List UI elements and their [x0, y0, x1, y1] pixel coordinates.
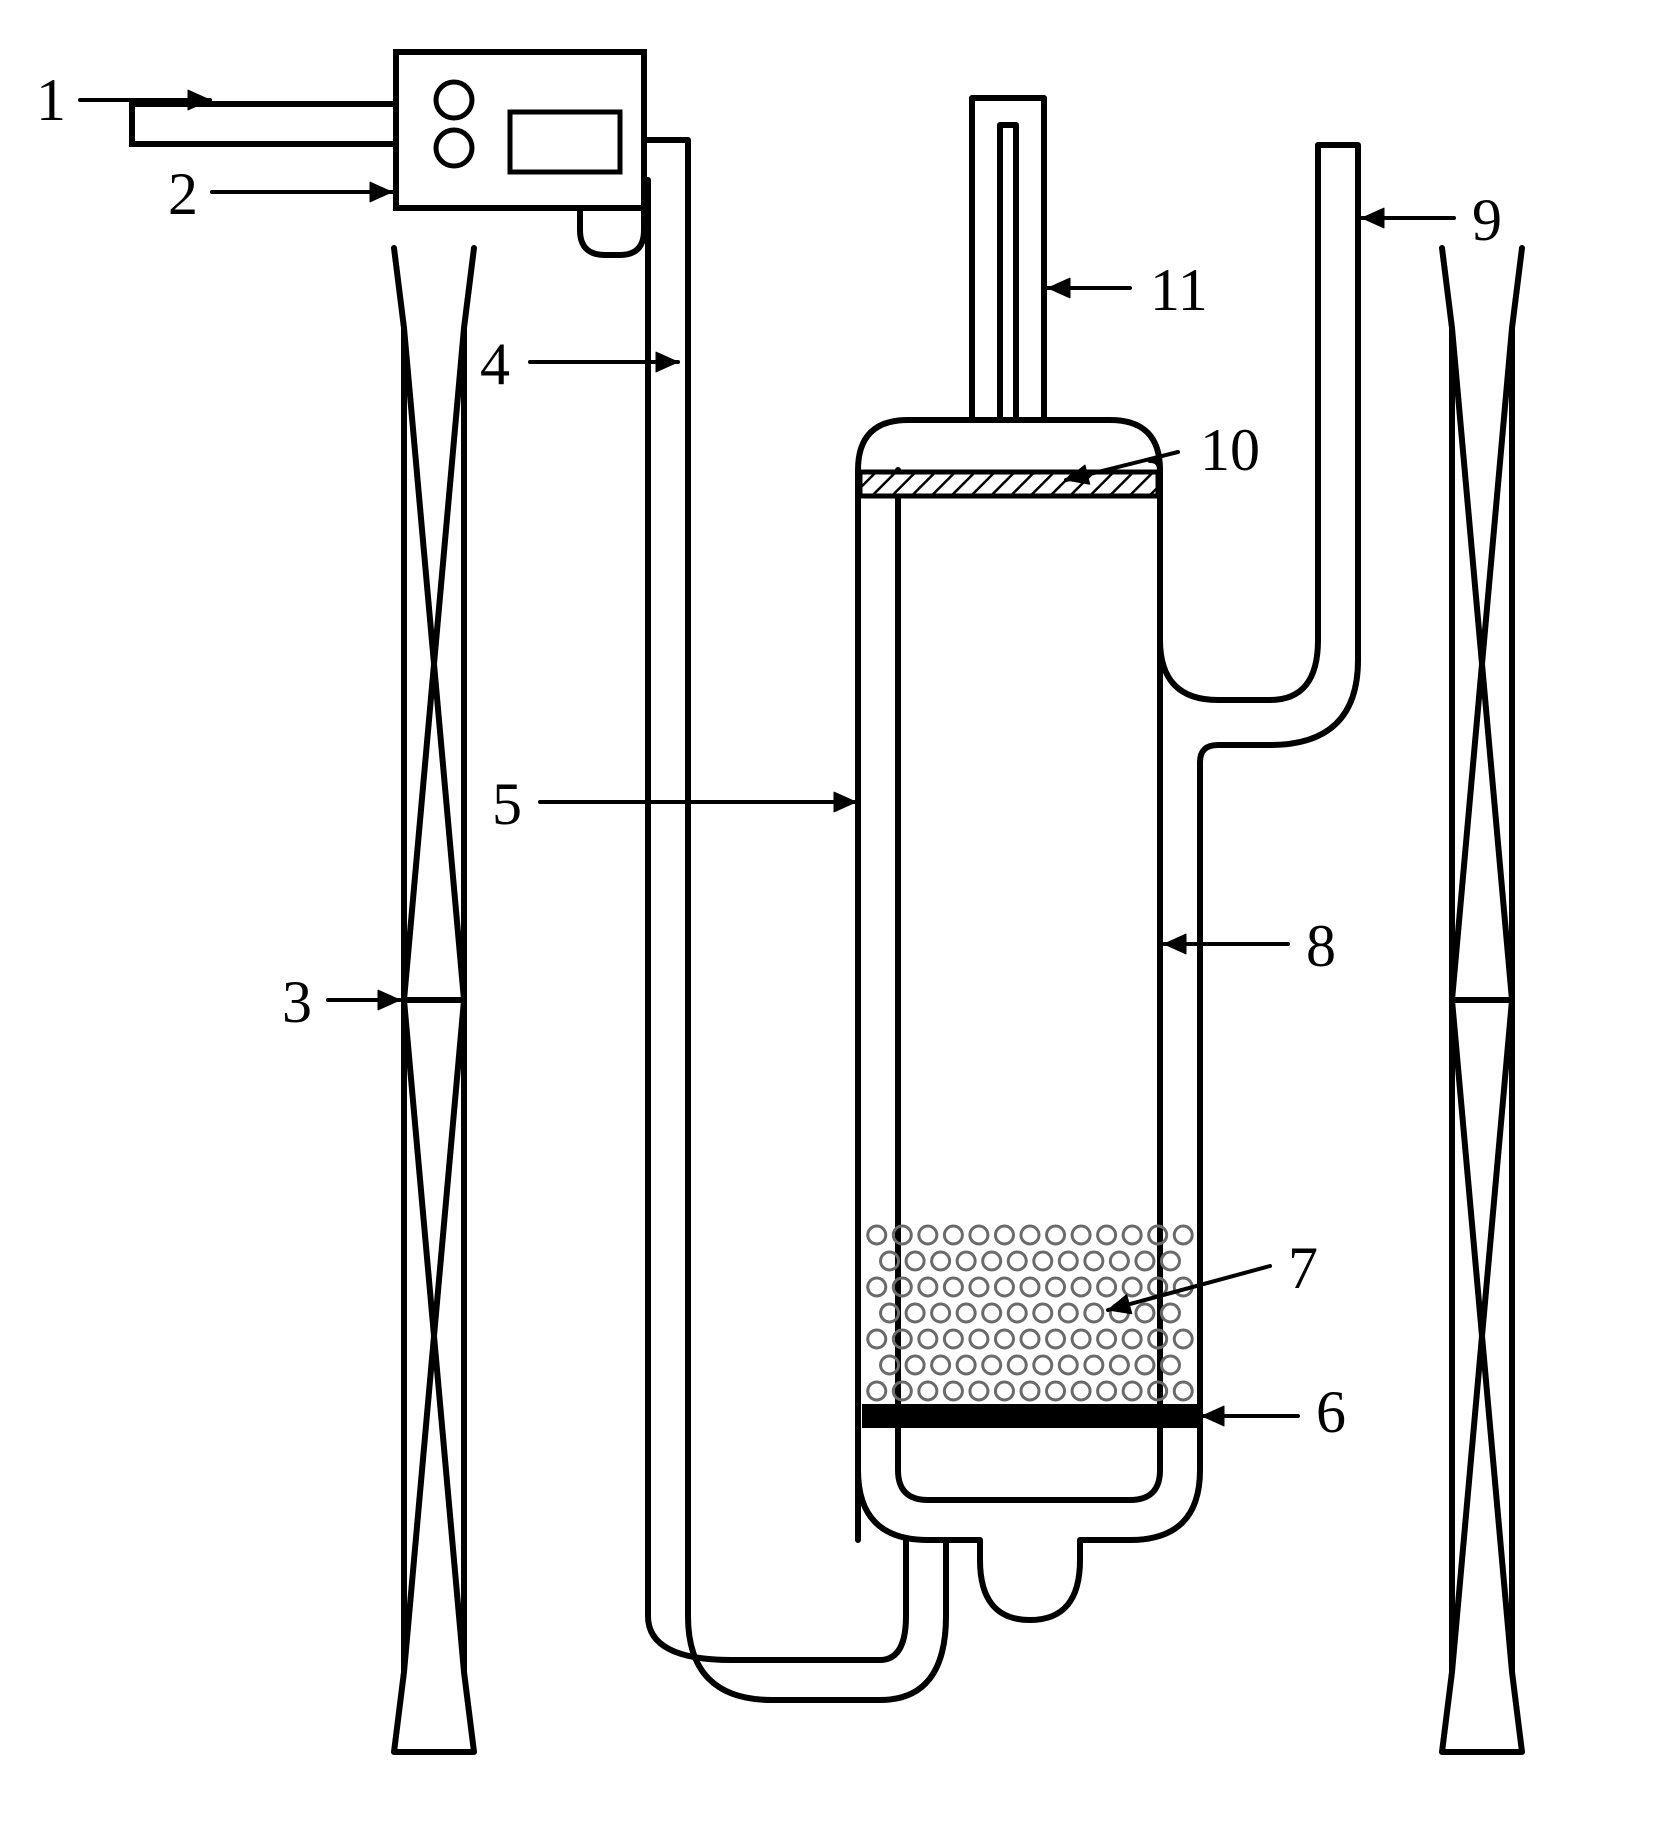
callout-10: 10 — [1200, 417, 1260, 483]
callout-2: 2 — [168, 161, 198, 227]
callout-3: 3 — [282, 969, 312, 1035]
callout-4: 4 — [480, 331, 510, 397]
callout-1: 1 — [36, 67, 66, 133]
callout-6: 6 — [1316, 1379, 1346, 1445]
callout-7: 7 — [1288, 1235, 1318, 1301]
callout-8: 8 — [1306, 913, 1336, 979]
callout-11: 11 — [1150, 257, 1208, 323]
callout-9: 9 — [1472, 187, 1502, 253]
callout-5: 5 — [492, 771, 522, 837]
